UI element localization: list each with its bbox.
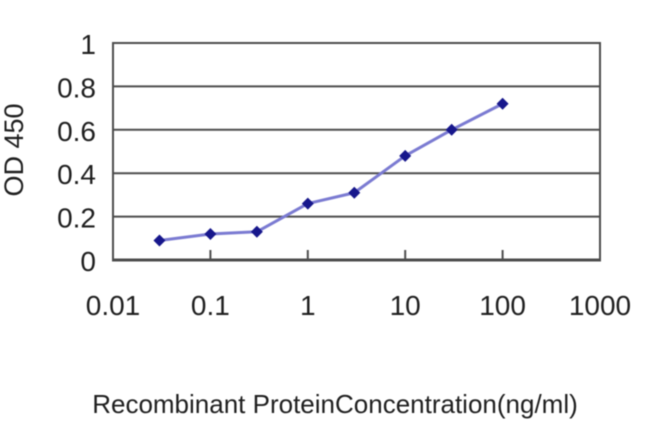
plot-area: 0 0.2 0.4 0.6 0.8 1 0.01 0.1 1 10 100 1000	[57, 29, 631, 321]
data-line	[159, 102, 504, 242]
y-tick-label: 0.6	[57, 116, 96, 147]
data-point-marker	[301, 197, 314, 210]
data-point-marker	[204, 227, 217, 240]
y-tick-label: 0	[80, 246, 96, 277]
data-point-marker	[153, 234, 166, 247]
x-axis-title: Recombinant ProteinConcentration(ng/ml)	[92, 389, 578, 419]
data-point-marker	[348, 186, 361, 199]
y-tick-label: 1	[80, 29, 96, 60]
x-tick-label: 0.1	[191, 290, 230, 321]
data-point-marker	[496, 97, 509, 110]
plot-border	[112, 42, 601, 261]
x-tick-label: 1	[300, 290, 316, 321]
y-axis-title: OD 450	[0, 103, 29, 196]
y-tick-label: 0.4	[57, 159, 96, 190]
x-tick-label: 1000	[569, 290, 631, 321]
data-point-marker	[399, 149, 412, 162]
data-point-marker	[445, 123, 458, 136]
y-tick-label: 0.8	[57, 72, 96, 103]
data-point-marker	[250, 225, 263, 238]
y-tick-label: 0.2	[57, 203, 96, 234]
x-tick-label: 100	[479, 290, 526, 321]
x-tick-label: 0.01	[86, 290, 141, 321]
x-tick-label: 10	[390, 290, 421, 321]
